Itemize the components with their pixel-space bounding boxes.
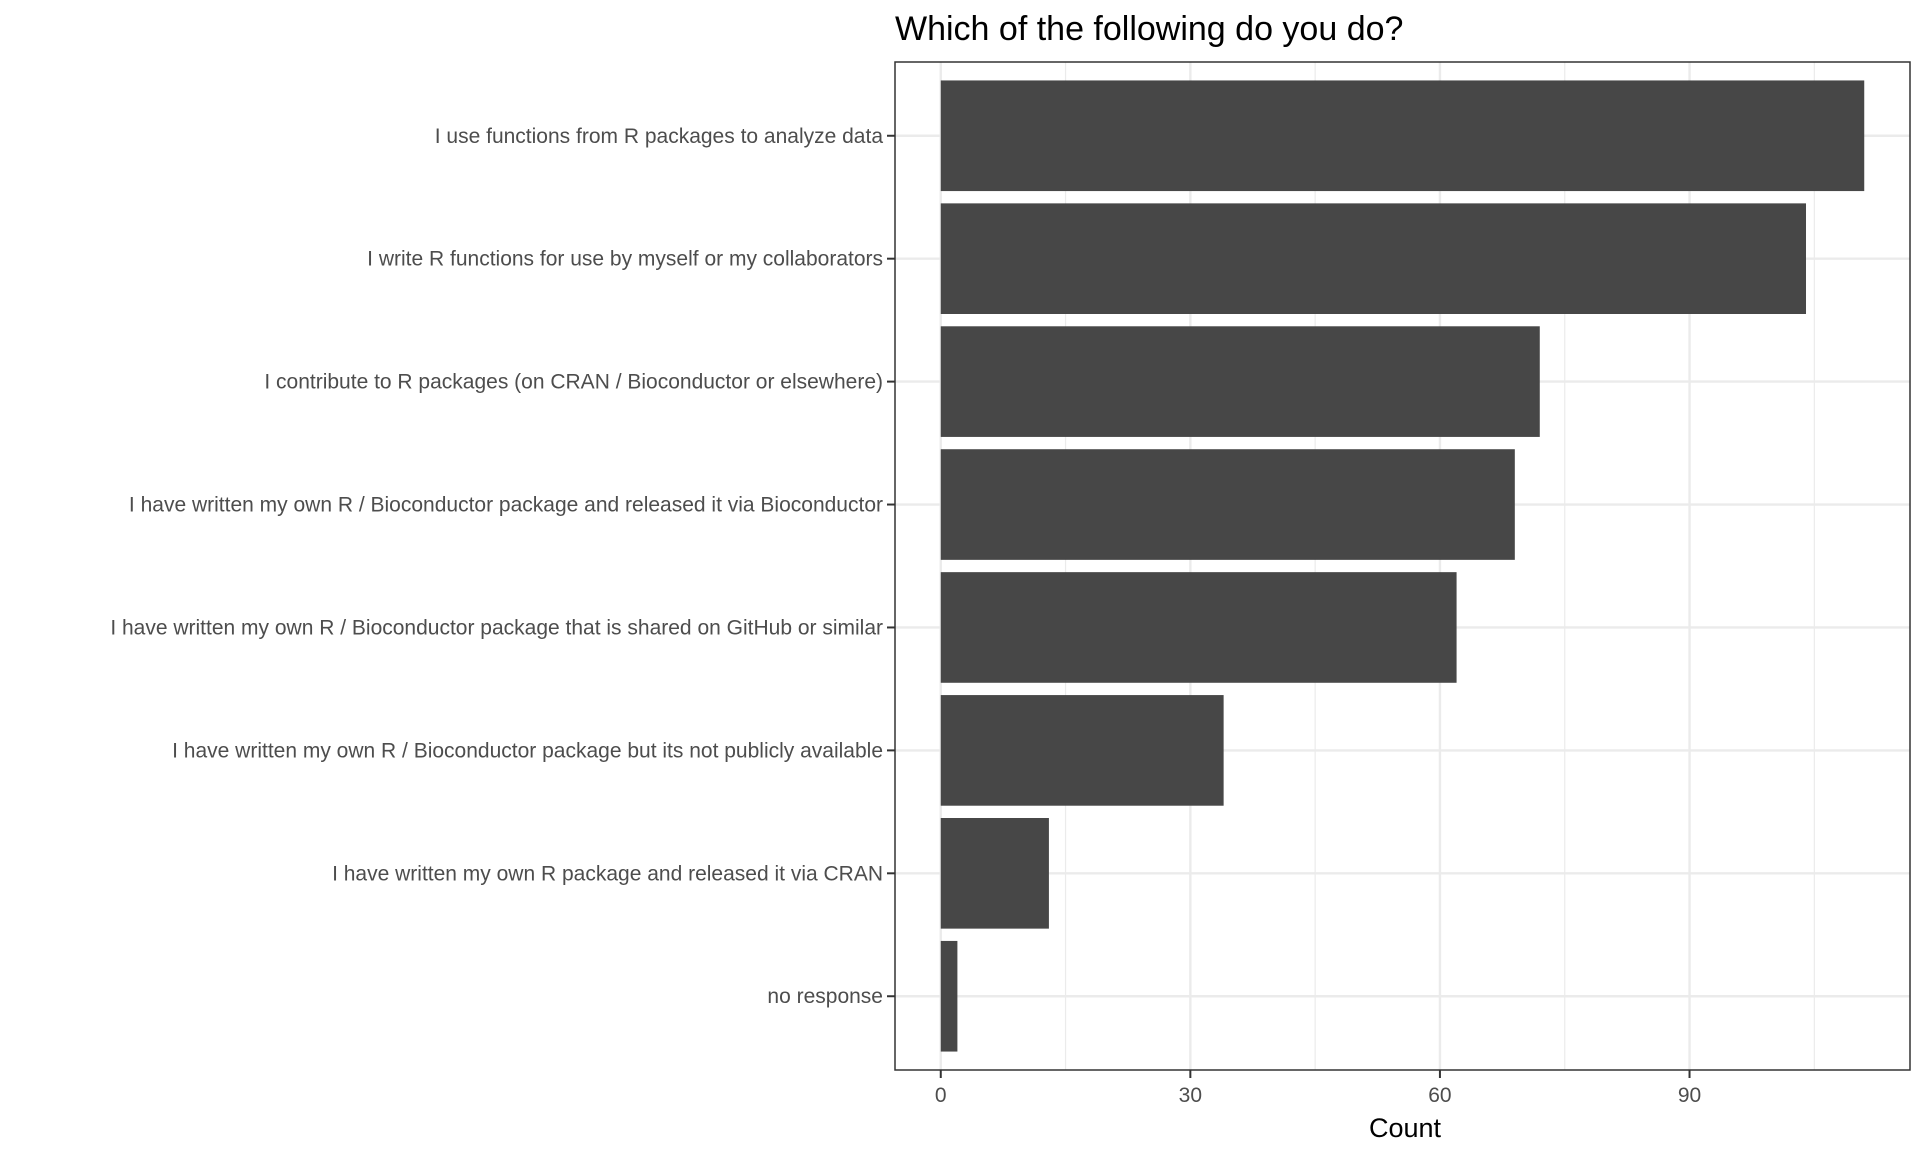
x-tick-label: 90 [1678,1084,1701,1107]
bar [940,326,1540,437]
y-tick-label: I have written my own R / Bioconductor p… [110,616,883,639]
bars [940,80,1865,1052]
x-tick-label: 0 [935,1084,947,1107]
bar [940,818,1049,929]
y-tick-label: I have written my own R / Bioconductor p… [129,494,883,517]
chart-title: Which of the following do you do? [895,10,1403,48]
x-axis: 0 30 60 90 [935,1070,1701,1107]
y-tick-label: no response [767,985,883,1008]
bar [940,572,1457,683]
bar [940,695,1224,806]
x-tick-label: 60 [1428,1084,1451,1107]
y-tick-label: I use functions from R packages to analy… [435,125,884,148]
y-tick-label: I have written my own R package and rele… [332,862,883,885]
x-tick-label: 30 [1179,1084,1202,1107]
bar [940,80,1865,192]
bar [940,449,1515,560]
y-tick-label: I have written my own R / Bioconductor p… [172,739,883,762]
bar [940,203,1807,314]
bar [940,940,958,1052]
y-axis: I use functions from R packages to analy… [110,125,895,1008]
panel-border [894,61,1911,1071]
x-axis-title: Count [1369,1113,1442,1143]
y-tick-label: I write R functions for use by myself or… [367,248,883,271]
y-tick-label: I contribute to R packages (on CRAN / Bi… [264,371,883,394]
